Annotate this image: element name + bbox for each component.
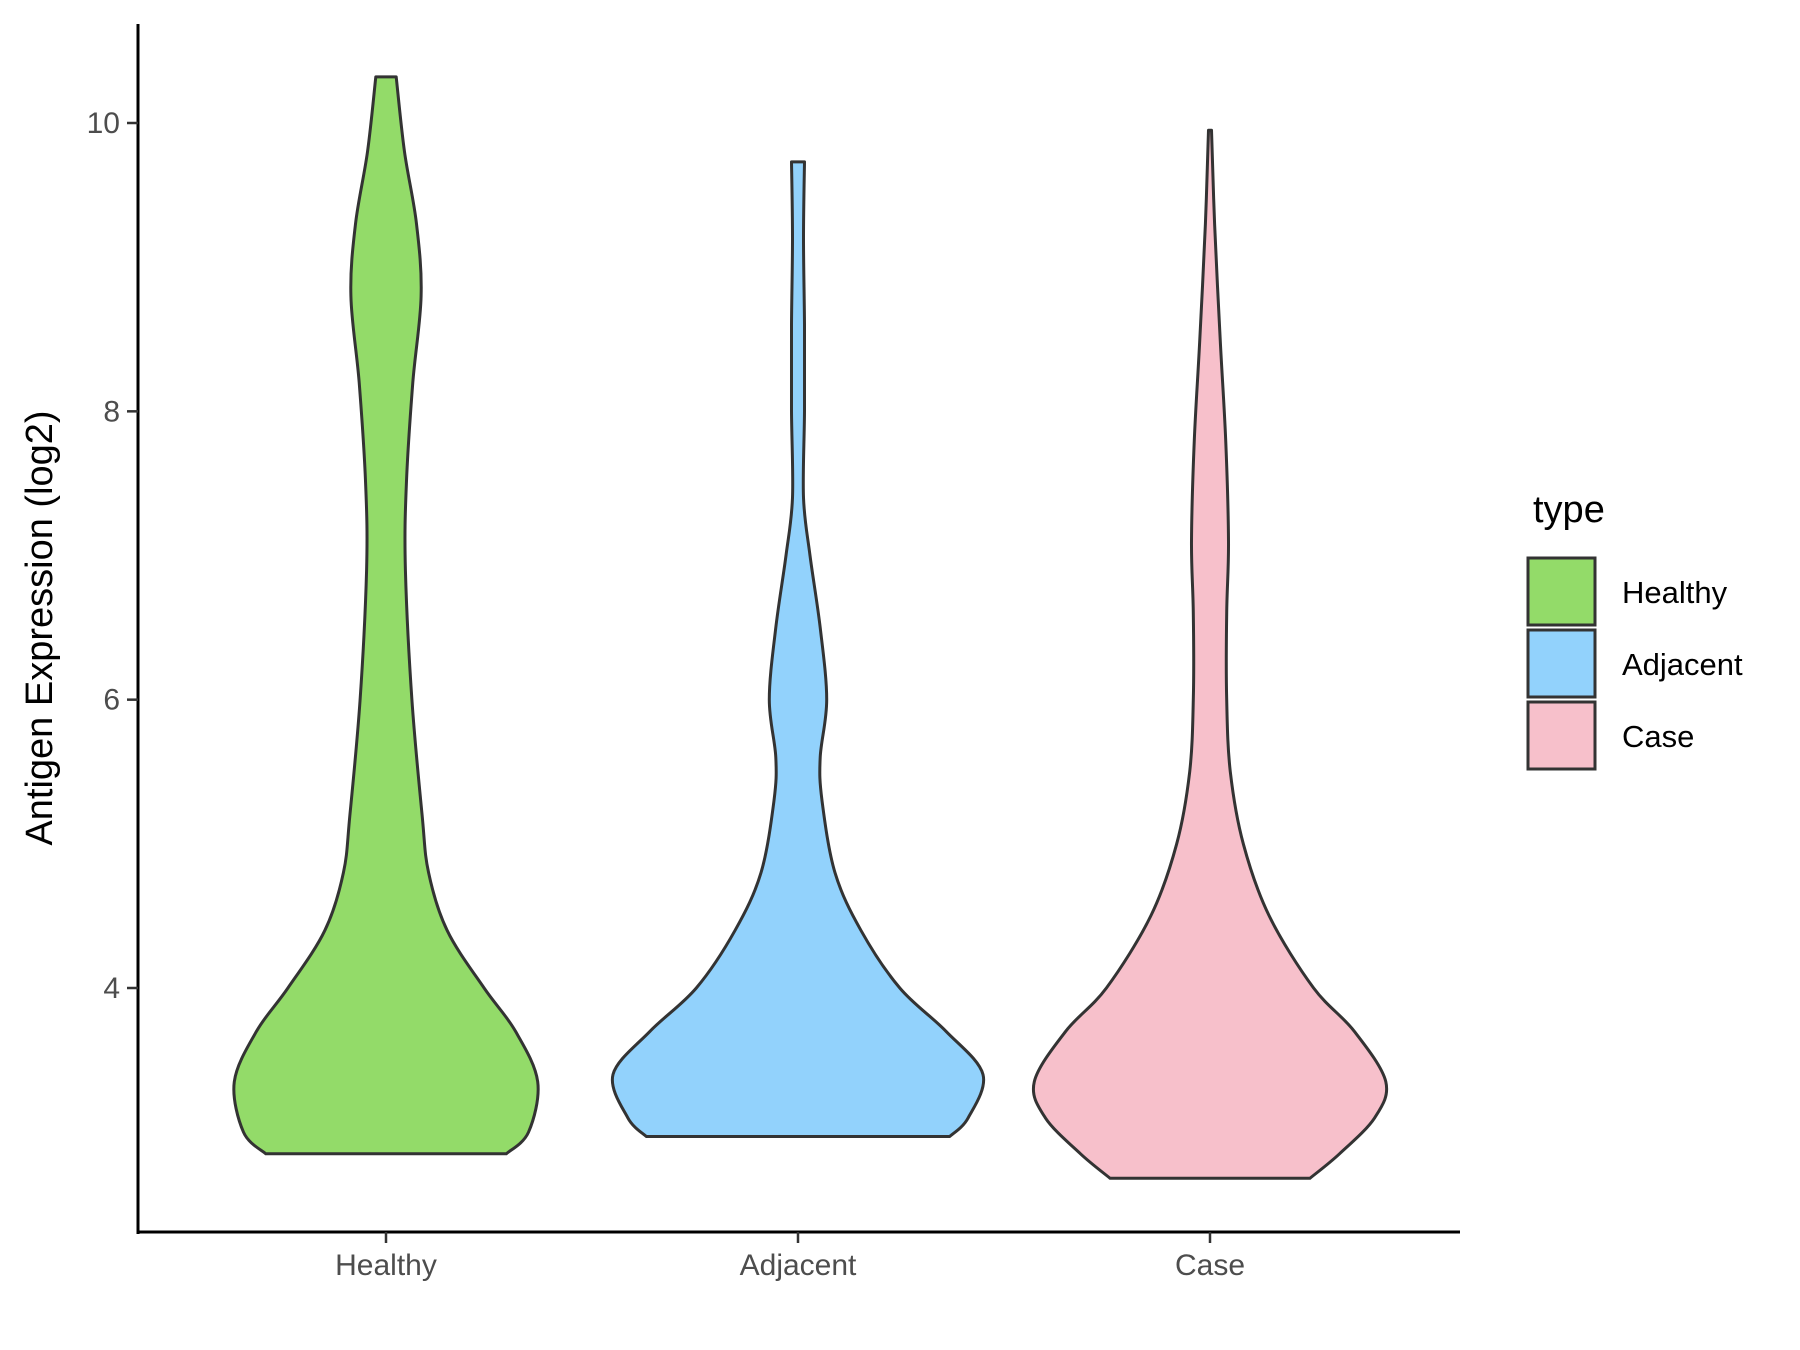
legend-label-healthy: Healthy [1622,575,1728,610]
legend: type Healthy Adjacent Case [1526,489,1743,771]
legend-label-adjacent: Adjacent [1622,647,1743,682]
legend-swatch-healthy [1526,556,1597,627]
legend-swatch-case [1526,700,1597,771]
legend-label-case: Case [1622,719,1694,754]
y-axis-title: Antigen Expression (log2) [19,410,61,845]
y-tick-label: 10 [87,107,120,140]
legend-swatch-adjacent [1526,628,1597,699]
y-tick-label: 6 [103,684,120,717]
x-tick-label: Case [1175,1249,1245,1282]
x-tick-label: Healthy [335,1249,437,1282]
x-ticks: Healthy Adjacent Case [335,1232,1245,1282]
legend-title: type [1533,489,1605,531]
violin-adjacent [610,160,986,1138]
violin-layer [232,75,1389,1180]
x-tick-label: Adjacent [740,1249,857,1282]
violin-healthy [232,75,540,1156]
y-tick-label: 4 [103,972,120,1005]
y-tick-label: 8 [103,395,120,428]
y-ticks: 4 6 8 10 [87,107,138,1005]
violin-case [1031,128,1389,1180]
